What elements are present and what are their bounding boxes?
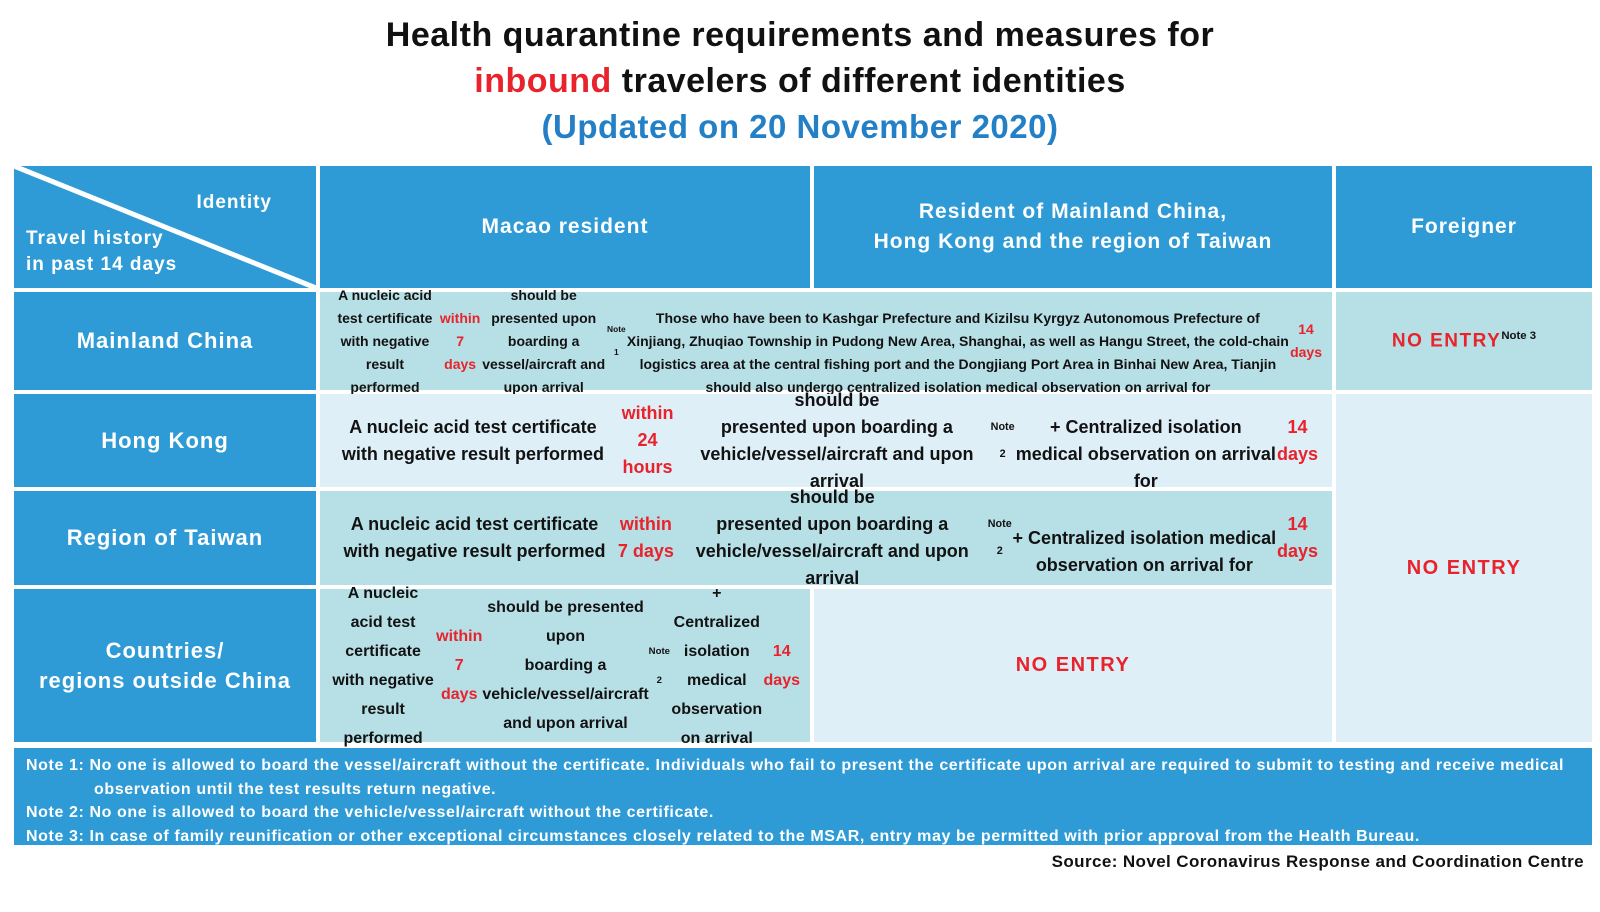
note-3: Note 3: In case of family reunification …: [26, 827, 1420, 845]
row-header-countries-outside-china: Countries/ regions outside China: [14, 589, 316, 742]
title-line-2: inbound travelers of different identitie…: [474, 62, 1126, 100]
corner-header-cell: Identity Travel history in past 14 days: [14, 166, 316, 288]
row-header-region-of-taiwan: Region of Taiwan: [14, 491, 316, 585]
cell-outside-china-macao-requirement: A nucleic acid test certificate with neg…: [320, 585, 810, 776]
cell-taiwan-requirement: A nucleic acid test certificate with neg…: [320, 487, 1332, 588]
notes-bar: Note 1: No one is allowed to board the v…: [14, 748, 1592, 845]
column-header-macao-resident: Macao resident: [320, 166, 810, 288]
note-2: Note 2: No one is allowed to board the v…: [26, 804, 714, 821]
cell-mainland-requirement: A nucleic acid test certificate with neg…: [320, 287, 1332, 395]
title-updated-date: (Updated on 20 November 2020): [541, 108, 1059, 145]
page-title: Health quarantine requirements and measu…: [0, 12, 1600, 150]
cell-hongkong-requirement: A nucleic acid test certificate with neg…: [320, 390, 1332, 491]
cell-outside-china-mainland-no-entry: NO ENTRY: [814, 589, 1332, 742]
note-1: Note 1: No one is allowed to board the v…: [26, 757, 1565, 798]
cell-foreigner-no-entry-merged: NO ENTRY: [1336, 394, 1592, 742]
corner-identity-label: Identity: [196, 192, 272, 213]
diagonal-divider-line: [14, 166, 316, 288]
quarantine-table: Identity Travel history in past 14 days …: [14, 166, 1592, 776]
row-header-hong-kong: Hong Kong: [14, 394, 316, 487]
column-header-foreigner: Foreigner: [1336, 166, 1592, 288]
source-attribution: Source: Novel Coronavirus Response and C…: [1051, 852, 1584, 871]
row-header-mainland-china: Mainland China: [14, 292, 316, 390]
column-header-mainland-hk-taiwan: Resident of Mainland China, Hong Kong an…: [814, 166, 1332, 288]
corner-travel-history-label: Travel history in past 14 days: [26, 228, 178, 275]
title-line-1: Health quarantine requirements and measu…: [385, 16, 1215, 54]
cell-mainland-foreigner-no-entry: NO ENTRYNote 3: [1336, 292, 1592, 390]
